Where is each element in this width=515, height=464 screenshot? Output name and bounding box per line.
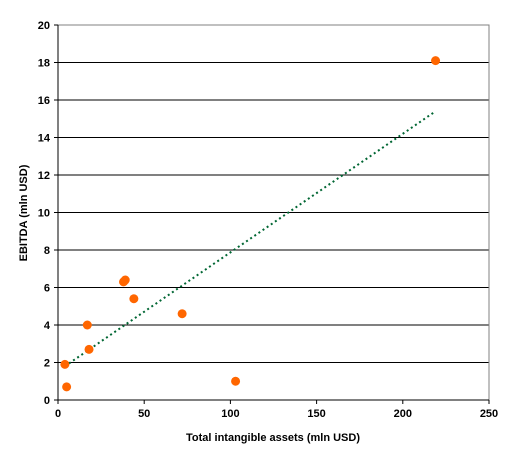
x-tick-label: 100 (221, 408, 239, 420)
trendline-group (64, 110, 437, 368)
y-tick-label: 16 (38, 95, 50, 107)
y-tick-label: 2 (44, 358, 50, 370)
data-points (60, 56, 441, 392)
x-axis-ticks: 0 50 100 150 200 250 (55, 25, 498, 420)
data-point (120, 275, 130, 285)
x-axis-title: Total intangible assets (mln USD) (186, 432, 360, 444)
data-point (82, 320, 92, 330)
trendline (64, 110, 437, 368)
x-tick-label: 150 (307, 408, 325, 420)
data-point (84, 344, 94, 354)
y-tick-label: 12 (38, 170, 50, 182)
y-axis-title: EBITDA (mln USD) (18, 164, 30, 261)
x-tick-label: 200 (394, 408, 412, 420)
data-point (60, 359, 70, 369)
x-tick-label: 250 (480, 408, 498, 420)
y-tick-label: 8 (44, 245, 50, 257)
y-tick-label: 6 (44, 283, 50, 295)
gridlines (58, 24, 489, 363)
data-point (62, 382, 72, 392)
y-tick-label: 14 (38, 133, 51, 145)
y-tick-label: 4 (44, 320, 51, 332)
x-tick-label: 50 (138, 408, 150, 420)
data-point (177, 309, 187, 319)
data-point (231, 376, 241, 386)
y-axis-ticks: 0 2 4 6 8 10 12 14 16 18 20 (38, 20, 58, 407)
data-point (431, 56, 441, 66)
y-tick-label: 10 (38, 208, 50, 220)
data-point (129, 294, 139, 304)
y-tick-label: 18 (38, 58, 50, 70)
y-tick-label: 20 (38, 20, 50, 32)
x-tick-label: 0 (55, 408, 61, 420)
y-tick-label: 0 (44, 395, 50, 407)
